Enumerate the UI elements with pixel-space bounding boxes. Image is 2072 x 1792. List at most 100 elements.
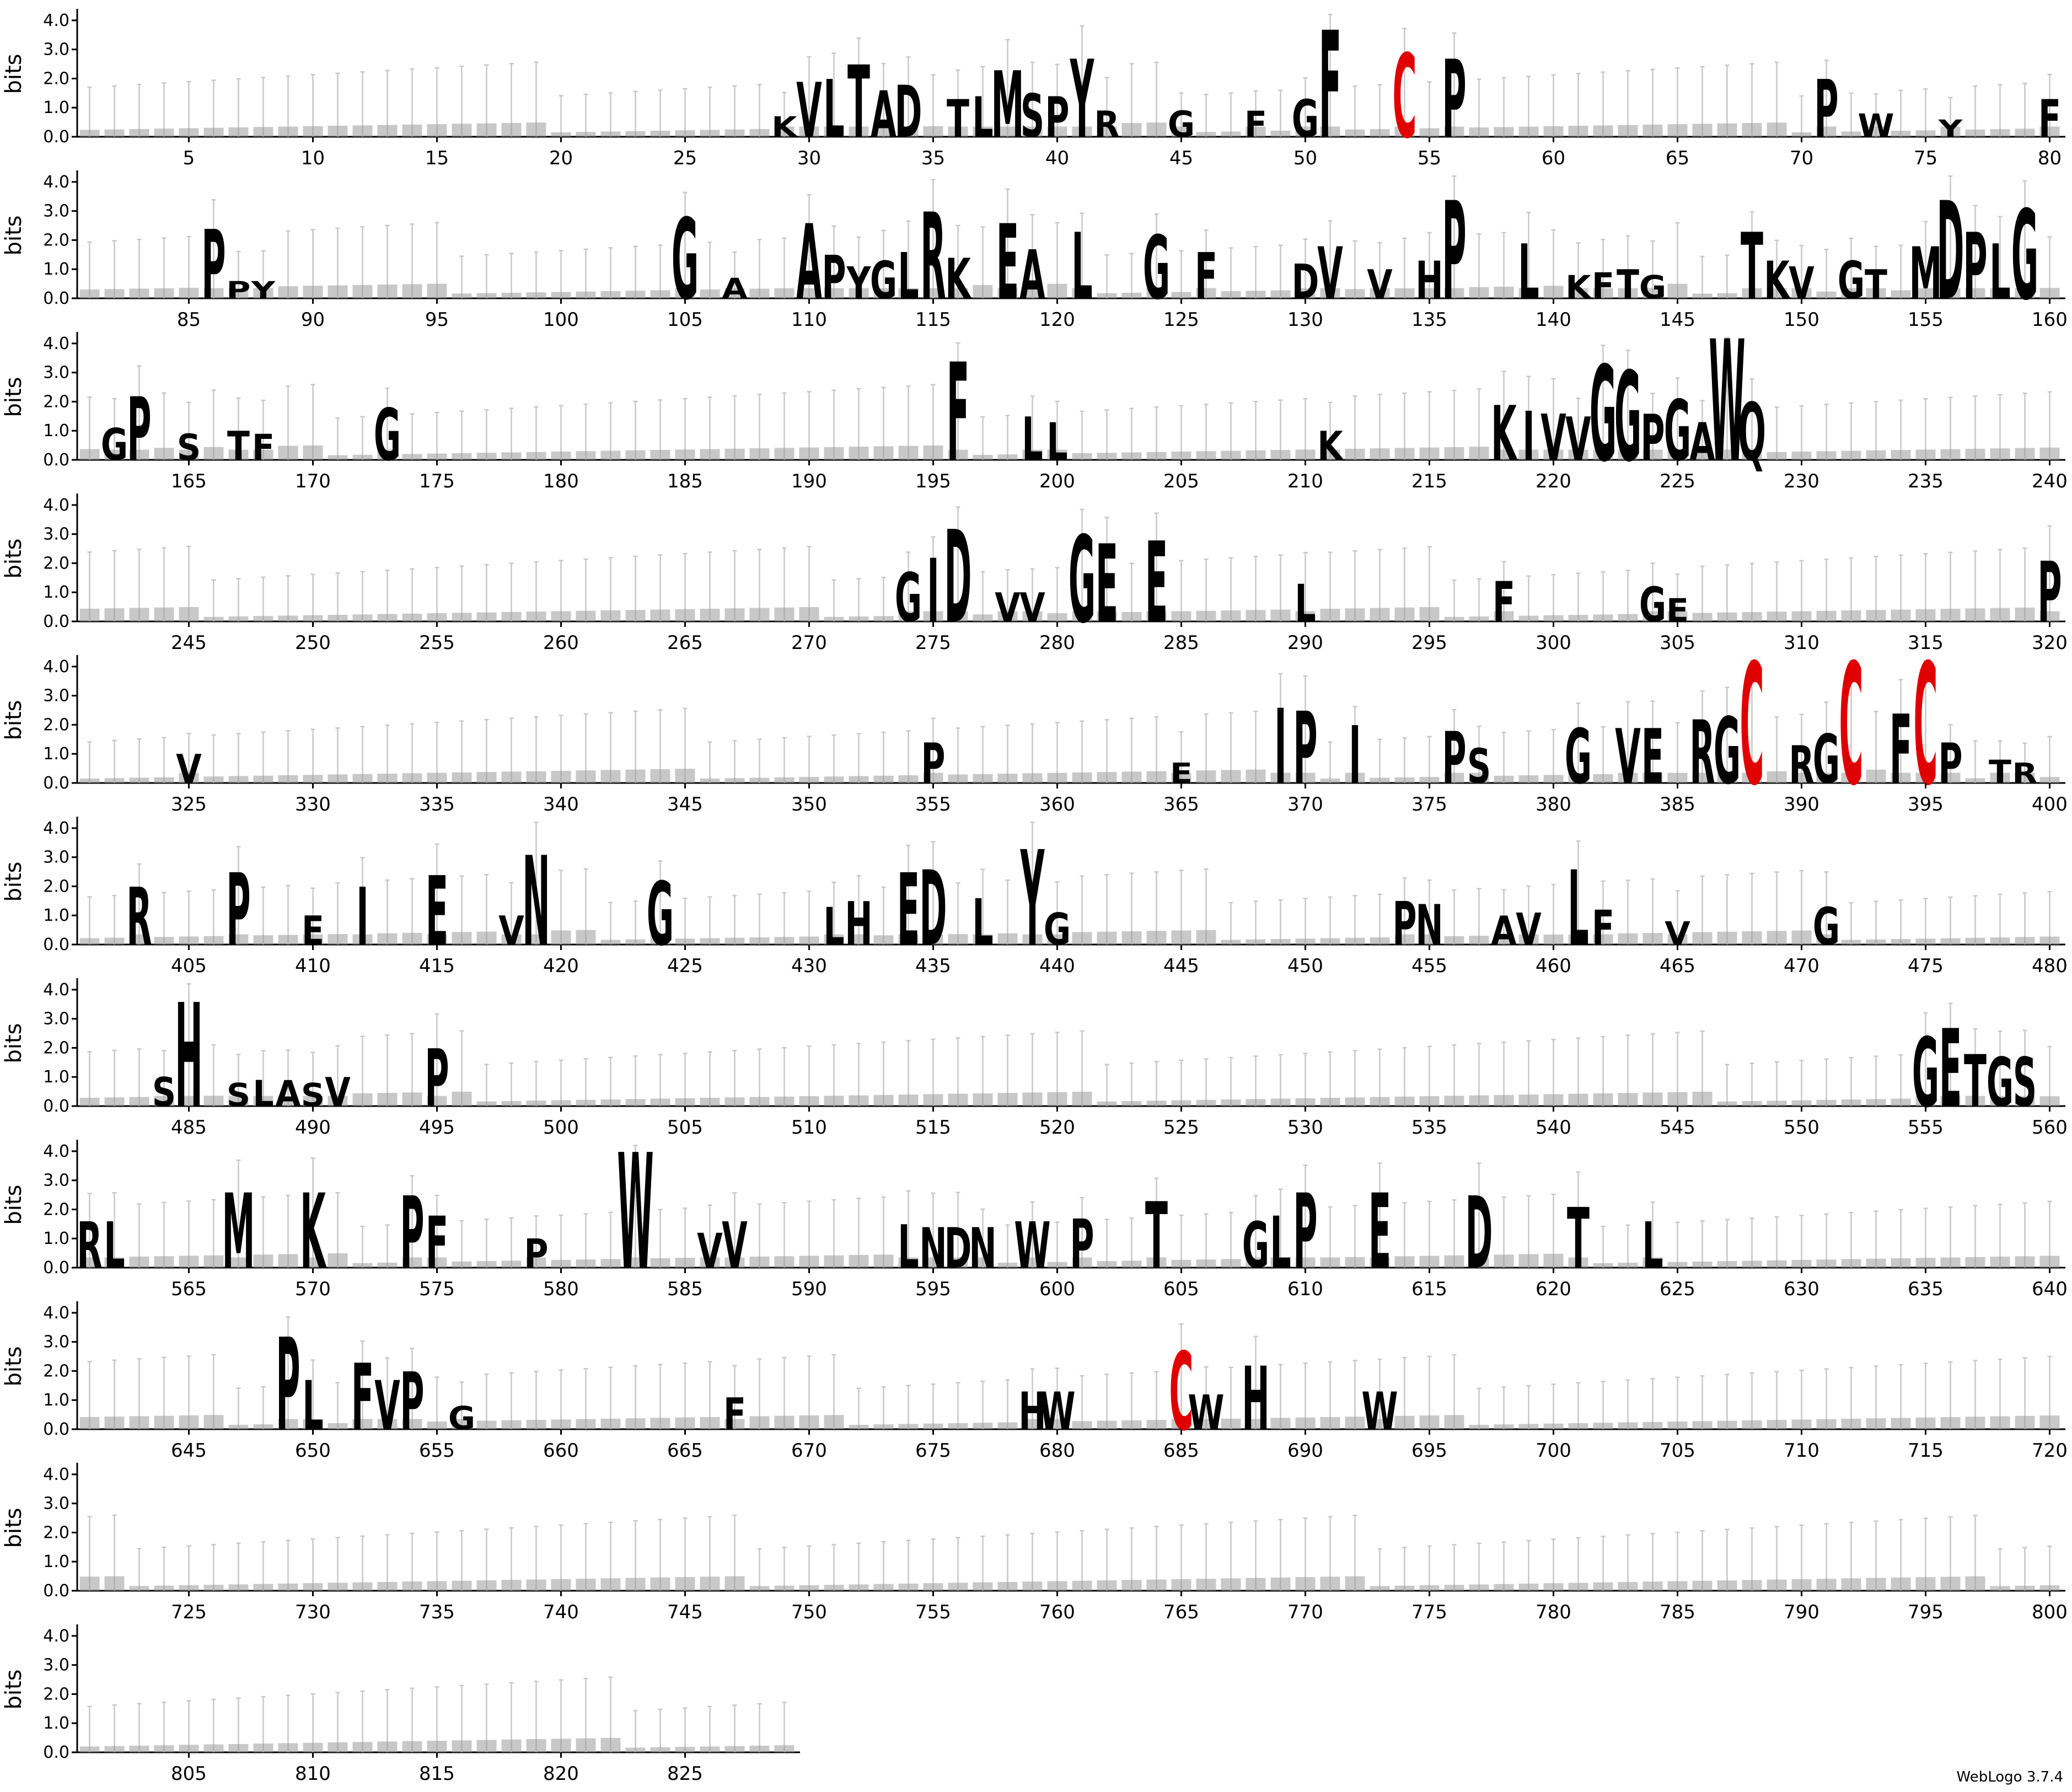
residue-letter: L <box>1270 1201 1291 1284</box>
residue-letter: K <box>945 246 971 312</box>
residue-stack-background <box>1717 293 1737 298</box>
residue-stack-background <box>948 774 968 783</box>
y-axis-label: bits <box>1 538 26 578</box>
residue-stack-background <box>526 122 546 137</box>
x-tick-label: 355 <box>915 793 951 815</box>
x-tick-label: 25 <box>673 147 697 169</box>
residue-stack-background <box>1593 288 1613 298</box>
residue-letter: L <box>253 1073 273 1115</box>
residue-stack-background <box>997 1263 1018 1268</box>
residue-stack-background <box>1270 1098 1291 1106</box>
residue-letter: G <box>1614 345 1641 489</box>
residue-letter: P <box>1293 691 1318 807</box>
residue-stack-background <box>774 607 795 621</box>
residue-letter: P <box>1442 716 1467 800</box>
residue-stack-background <box>79 1097 100 1106</box>
x-tick-label: 155 <box>1908 309 1944 331</box>
residue-stack-background <box>551 1419 571 1429</box>
residue-stack-background <box>1022 1581 1043 1591</box>
residue-stack-background <box>352 1742 373 1752</box>
residue-stack-background <box>1196 288 1216 298</box>
residue-stack-background <box>600 770 621 783</box>
residue-stack-background <box>1295 126 1316 137</box>
residue-stack-background <box>1940 1096 1961 1106</box>
residue-stack-background <box>1320 449 1340 460</box>
x-tick-label: 20 <box>549 147 573 169</box>
residue-stack-background <box>501 771 522 783</box>
residue-letter: C <box>1913 629 1937 823</box>
residue-stack-background <box>650 1418 670 1429</box>
residue-letter: G <box>101 420 128 470</box>
residue-stack-background <box>1568 1093 1588 1106</box>
residue-stack-background <box>898 775 919 783</box>
residue-stack-background <box>824 1585 844 1591</box>
residue-letter: P <box>1442 37 1467 162</box>
residue-letter: E <box>1096 522 1118 647</box>
x-tick-label: 750 <box>791 1601 827 1623</box>
residue-stack-background <box>1990 608 2010 621</box>
residue-stack-background <box>1990 129 2010 137</box>
residue-stack-background <box>1940 288 1961 298</box>
residue-letter: L <box>1989 228 2010 316</box>
residue-stack-background <box>1246 939 1266 945</box>
residue-stack-background <box>1518 288 1539 298</box>
residue-stack-background <box>179 1256 199 1268</box>
residue-stack-background <box>700 449 720 460</box>
residue-stack-background <box>328 1096 348 1106</box>
residue-stack-background <box>600 940 621 945</box>
residue-stack-background <box>724 1419 745 1429</box>
residue-stack-background <box>1072 288 1092 298</box>
residue-stack-background <box>600 1737 621 1752</box>
residue-stack-background <box>154 777 174 783</box>
residue-stack-background <box>774 448 795 460</box>
residue-stack-background <box>749 1586 770 1591</box>
residue-stack-background <box>476 123 497 137</box>
residue-stack-background <box>1345 1257 1365 1268</box>
residue-stack-background <box>352 1263 373 1268</box>
x-tick-label: 320 <box>2032 632 2068 654</box>
residue-stack-background <box>1370 1586 1390 1591</box>
residue-stack-background <box>1370 608 1390 621</box>
residue-stack-background <box>203 1096 224 1106</box>
x-tick-label: 550 <box>1784 1117 1819 1139</box>
residue-stack-background <box>1246 291 1266 298</box>
residue-stack-background <box>1940 938 1961 945</box>
residue-stack-background <box>1345 1576 1365 1591</box>
residue-stack-background <box>898 288 919 298</box>
residue-stack-background <box>1866 450 1886 460</box>
residue-stack-background <box>923 772 943 783</box>
y-tick-label: 0.0 <box>43 1743 69 1762</box>
residue-stack-background <box>1990 772 2010 783</box>
residue-stack-background <box>402 124 422 137</box>
residue-stack-background <box>129 449 149 460</box>
residue-stack-background <box>228 1424 249 1429</box>
residue-stack-background <box>1568 615 1588 621</box>
residue-letter: V <box>697 1224 723 1279</box>
residue-stack-background <box>79 130 100 137</box>
residue-stack-background <box>625 610 646 621</box>
residue-stack-background <box>1891 450 1911 460</box>
residue-stack-background <box>228 776 249 783</box>
residue-letter: T <box>1865 262 1887 308</box>
x-tick-label: 405 <box>171 955 207 977</box>
residue-stack-background <box>1419 607 1440 621</box>
residue-letter: R <box>77 1209 102 1283</box>
residue-stack-background <box>923 1257 943 1268</box>
residue-stack-background <box>1692 293 1713 298</box>
residue-stack-background <box>923 288 943 298</box>
residue-stack-background <box>1767 288 1787 298</box>
y-tick-label: 1.0 <box>43 1229 69 1248</box>
residue-stack-background <box>1097 1420 1117 1429</box>
residue-stack-background <box>1568 1257 1588 1268</box>
residue-stack-background <box>1295 938 1316 945</box>
residue-stack-background <box>1246 450 1266 460</box>
residue-stack-background <box>1345 448 1365 460</box>
residue-stack-background <box>1940 609 1961 621</box>
residue-stack-background <box>253 288 273 298</box>
x-tick-label: 290 <box>1287 632 1323 654</box>
residue-stack-background <box>873 126 894 137</box>
x-tick-label: 165 <box>171 470 207 492</box>
residue-stack-background <box>1866 1258 1886 1268</box>
residue-stack-background <box>1072 126 1092 137</box>
